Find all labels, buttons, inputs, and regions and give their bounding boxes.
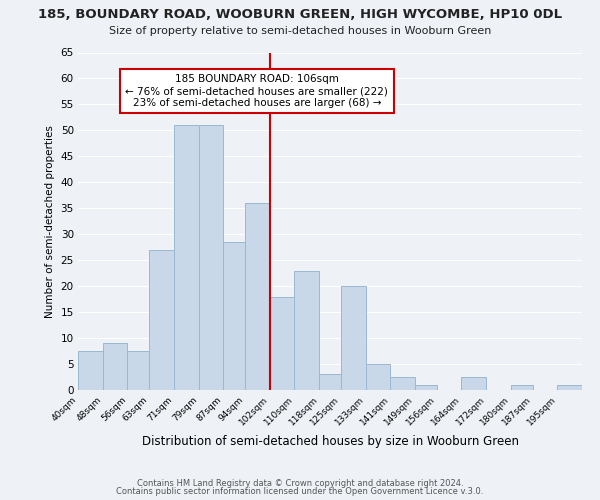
Bar: [174, 125, 199, 390]
Bar: [78, 351, 103, 390]
Bar: [461, 377, 486, 390]
Bar: [341, 286, 365, 390]
Bar: [295, 270, 319, 390]
Bar: [103, 344, 127, 390]
Bar: [149, 250, 174, 390]
Bar: [390, 377, 415, 390]
Bar: [319, 374, 341, 390]
Text: Size of property relative to semi-detached houses in Wooburn Green: Size of property relative to semi-detach…: [109, 26, 491, 36]
Bar: [415, 385, 437, 390]
Text: Contains public sector information licensed under the Open Government Licence v.: Contains public sector information licen…: [116, 487, 484, 496]
Bar: [199, 125, 223, 390]
Text: Contains HM Land Registry data © Crown copyright and database right 2024.: Contains HM Land Registry data © Crown c…: [137, 478, 463, 488]
Bar: [127, 351, 149, 390]
Bar: [365, 364, 390, 390]
Bar: [511, 385, 533, 390]
Y-axis label: Number of semi-detached properties: Number of semi-detached properties: [45, 125, 55, 318]
X-axis label: Distribution of semi-detached houses by size in Wooburn Green: Distribution of semi-detached houses by …: [142, 436, 518, 448]
Text: 185, BOUNDARY ROAD, WOOBURN GREEN, HIGH WYCOMBE, HP10 0DL: 185, BOUNDARY ROAD, WOOBURN GREEN, HIGH …: [38, 8, 562, 20]
Bar: [270, 296, 295, 390]
Text: 185 BOUNDARY ROAD: 106sqm
← 76% of semi-detached houses are smaller (222)
23% of: 185 BOUNDARY ROAD: 106sqm ← 76% of semi-…: [125, 74, 388, 108]
Bar: [245, 203, 270, 390]
Bar: [557, 385, 582, 390]
Bar: [223, 242, 245, 390]
